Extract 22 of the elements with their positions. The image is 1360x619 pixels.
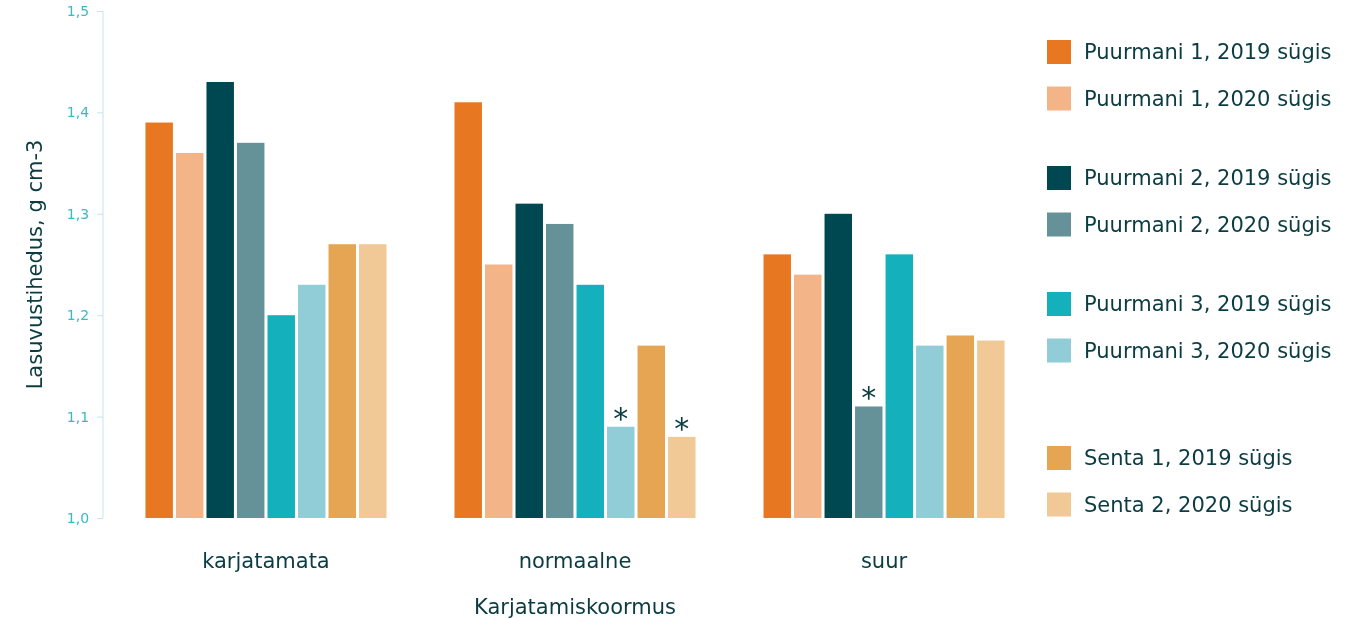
legend-label: Puurmani 1, 2020 sügis: [1084, 86, 1332, 111]
legend-label: Puurmani 2, 2019 sügis: [1084, 166, 1332, 191]
x-tick-label: normaalne: [518, 549, 632, 573]
x-axis-title: Karjatamiskoormus: [473, 595, 677, 619]
legend-label: Puurmani 2, 2020 sügis: [1084, 212, 1332, 237]
legend-label: Puurmani 1, 2019 sügis: [1084, 40, 1332, 65]
legend-label: Senta 1, 2019 sügis: [1084, 446, 1293, 471]
x-tick-label: suur: [860, 549, 908, 573]
data-label: *: [674, 410, 690, 446]
y-tick-label: 1,2: [66, 307, 90, 324]
x-tick-label: karjatamata: [202, 549, 330, 573]
y-tick-label: 1,0: [66, 509, 90, 526]
legend-label: Puurmani 3, 2020 sügis: [1084, 338, 1332, 363]
y-tick-label: 1,5: [66, 2, 90, 19]
legend-label: Senta 2, 2020 sügis: [1084, 492, 1293, 517]
y-tick-label: 1,1: [66, 408, 90, 425]
data-label: *: [861, 380, 877, 416]
y-tick-label: 1,4: [66, 104, 90, 121]
legend-label: Puurmani 3, 2019 sügis: [1084, 292, 1332, 317]
y-axis-title: Lasuvustihedus, g cm-3: [23, 139, 47, 390]
y-tick-label: 1,3: [66, 205, 90, 222]
data-label: *: [613, 400, 629, 436]
